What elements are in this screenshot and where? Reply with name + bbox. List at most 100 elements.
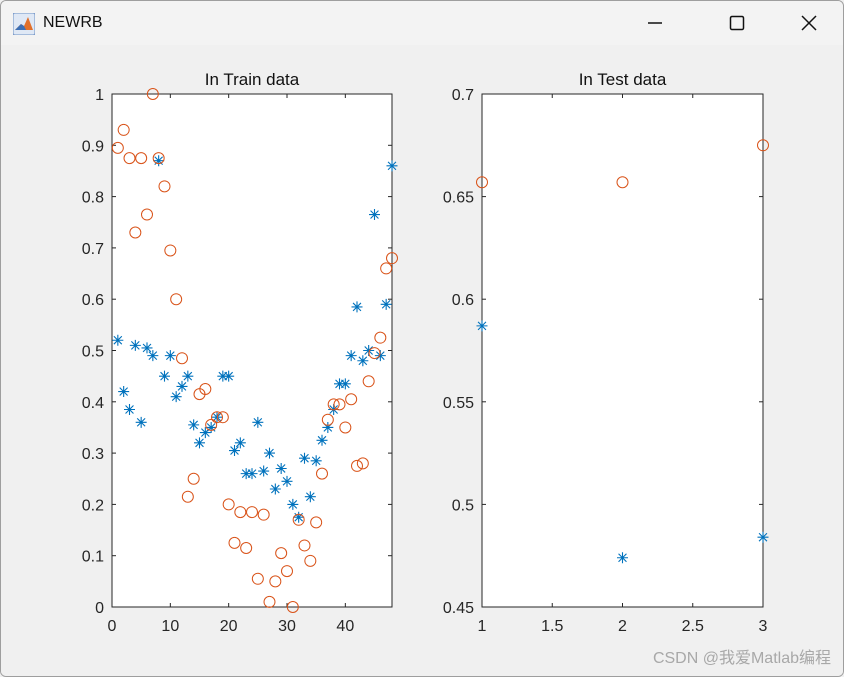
data-point-star (258, 465, 270, 477)
y-tick-label: 0.45 (443, 600, 474, 617)
data-point-circle (310, 516, 323, 529)
data-point-star (223, 370, 235, 382)
x-tick-label: 1 (478, 618, 487, 635)
data-point-circle (164, 244, 177, 257)
chart-2: In Test data 1 1.5 2 2.5 3 0.45 0.5 0.55 0.6 0.65 0… (443, 70, 769, 635)
data-point-star (135, 416, 147, 428)
data-point-circle (246, 506, 258, 519)
x-tick-label: 3 (759, 618, 768, 635)
data-point-circle (757, 139, 769, 152)
y-tick-label: 0.5 (82, 344, 104, 361)
data-point-circle (327, 398, 340, 411)
series-star (112, 155, 398, 523)
y-tick-label: 0.5 (452, 497, 474, 514)
data-point-star (380, 298, 392, 310)
data-point-circle (187, 472, 200, 485)
data-point-circle (129, 226, 142, 239)
data-point-star (299, 452, 310, 464)
data-point-circle (199, 382, 212, 395)
figure-canvas[interactable]: In Train data 0 10 20 30 40 0 0.1 0.2 0.3 0.4 0.5 0.… (1, 45, 843, 676)
data-point-star (617, 552, 628, 564)
data-point-circle (374, 331, 387, 344)
data-point-star (118, 386, 130, 398)
data-point-circle (275, 547, 288, 560)
data-point-circle (263, 595, 276, 608)
y-tick-label: 1 (95, 87, 104, 104)
series-circle (476, 139, 769, 189)
data-point-star (153, 155, 165, 167)
close-icon (801, 15, 817, 31)
data-point-circle (386, 252, 398, 265)
y-tick-label: 0.6 (82, 292, 104, 309)
x-tick-label: 2 (618, 618, 627, 635)
data-point-star (363, 345, 375, 356)
data-point-star (147, 350, 159, 362)
data-point-circle (281, 565, 293, 578)
y-tick-label: 0.9 (82, 138, 104, 155)
data-point-circle (316, 467, 328, 480)
data-point-star (159, 370, 170, 382)
data-point-star (269, 483, 281, 495)
minimize-icon (648, 22, 662, 24)
title-bar[interactable]: NEWRB (1, 1, 843, 45)
data-point-star (112, 334, 124, 346)
data-point-circle (345, 393, 358, 406)
data-point-star (287, 498, 299, 510)
data-point-circle (228, 536, 241, 549)
data-point-circle (339, 421, 352, 434)
data-point-star (170, 391, 182, 403)
data-point-circle (257, 508, 270, 521)
data-point-circle (123, 152, 136, 165)
data-point-star (339, 378, 351, 390)
data-point-circle (216, 411, 229, 424)
data-point-star (351, 301, 363, 313)
data-point-star (275, 462, 287, 474)
data-point-star (293, 511, 305, 523)
chart-title: In Train data (205, 70, 300, 89)
data-point-circle (321, 413, 334, 426)
x-tick-label: 2.5 (682, 618, 704, 635)
data-point-circle (304, 554, 317, 567)
data-point-circle (380, 262, 393, 275)
data-point-circle (117, 123, 130, 136)
y-tick-label: 0.2 (82, 497, 104, 514)
data-point-star (369, 209, 380, 221)
y-tick-label: 0 (95, 600, 104, 617)
data-point-circle (292, 513, 305, 526)
data-point-circle (368, 347, 381, 360)
data-point-circle (251, 572, 264, 585)
maximize-button[interactable] (709, 1, 765, 45)
data-point-star (240, 468, 252, 480)
data-point-star (246, 468, 258, 480)
minimize-button[interactable] (627, 1, 683, 45)
x-tick-label: 1.5 (541, 618, 563, 635)
data-point-star (199, 427, 211, 439)
data-point-circle (141, 208, 153, 221)
series-circle (111, 88, 398, 613)
data-point-star (357, 355, 369, 367)
data-point-circle (269, 575, 282, 588)
window-title: NEWRB (43, 14, 103, 31)
data-point-circle (351, 459, 363, 472)
close-button[interactable] (781, 1, 837, 45)
plot-area (481, 93, 764, 608)
data-point-circle (616, 176, 629, 189)
data-point-circle (362, 375, 375, 388)
data-point-circle (476, 176, 488, 189)
y-tick-label: 0.65 (443, 190, 474, 207)
data-point-star (386, 160, 398, 172)
plot-area (111, 93, 393, 608)
chart-title: In Test data (579, 70, 667, 89)
data-point-star (217, 370, 229, 382)
y-tick-label: 0.55 (443, 395, 474, 412)
data-point-star (252, 416, 264, 428)
series-star (476, 320, 769, 564)
data-point-circle (135, 152, 148, 165)
data-point-star (476, 320, 488, 332)
data-point-star (182, 370, 194, 382)
data-point-star (124, 403, 135, 415)
data-point-circle (234, 506, 247, 519)
data-point-star (234, 437, 246, 449)
data-point-star (322, 421, 334, 433)
